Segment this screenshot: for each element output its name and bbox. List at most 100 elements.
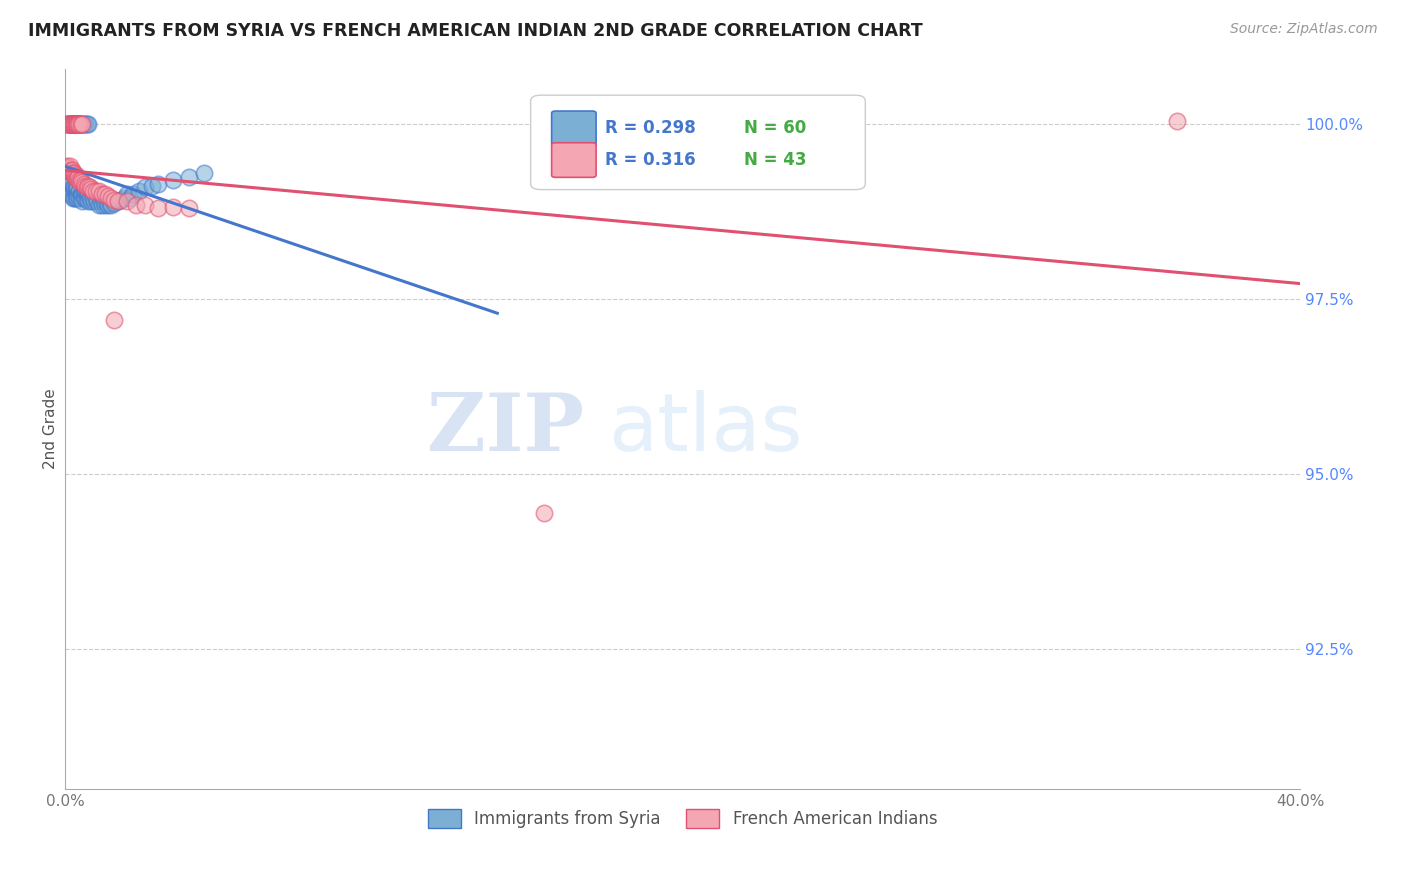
Point	[72, 177, 94, 191]
Point	[97, 189, 120, 203]
Text: atlas: atlas	[609, 390, 803, 468]
Point	[141, 179, 163, 194]
Point	[75, 118, 97, 132]
Point	[69, 187, 91, 202]
Point	[98, 195, 121, 210]
Point	[66, 118, 89, 132]
Point	[66, 169, 89, 184]
Point	[62, 118, 84, 132]
Point	[58, 161, 80, 175]
Point	[70, 175, 93, 189]
Point	[62, 118, 84, 132]
Point	[63, 184, 86, 198]
Text: N = 43: N = 43	[744, 151, 807, 169]
Point	[69, 118, 91, 132]
Point	[77, 118, 100, 132]
Point	[86, 194, 108, 209]
Point	[59, 118, 82, 132]
Point	[75, 191, 97, 205]
Point	[82, 191, 104, 205]
Point	[69, 173, 91, 187]
Point	[83, 194, 105, 209]
Point	[56, 180, 79, 194]
Point	[125, 198, 148, 212]
Point	[76, 184, 98, 198]
Point	[66, 180, 89, 194]
Point	[93, 194, 115, 209]
Point	[96, 195, 118, 210]
Point	[62, 191, 84, 205]
Point	[177, 169, 200, 184]
Point	[62, 180, 84, 194]
Point	[60, 177, 83, 191]
Point	[91, 198, 114, 212]
Point	[193, 166, 215, 180]
Point	[94, 198, 117, 212]
Point	[60, 118, 83, 132]
Point	[70, 118, 93, 132]
Point	[59, 163, 82, 178]
Point	[97, 198, 120, 212]
Point	[1166, 114, 1188, 128]
Point	[103, 313, 125, 327]
Point	[103, 195, 125, 210]
Point	[69, 118, 91, 132]
Point	[65, 184, 87, 198]
Point	[67, 118, 90, 132]
Point	[59, 187, 82, 202]
Point	[63, 191, 86, 205]
Point	[63, 118, 86, 132]
Point	[84, 191, 107, 205]
Point	[90, 194, 112, 209]
FancyBboxPatch shape	[551, 111, 596, 145]
Point	[66, 169, 89, 184]
Point	[77, 194, 100, 209]
Point	[91, 187, 114, 202]
Point	[75, 184, 97, 198]
Point	[76, 180, 98, 194]
Point	[66, 118, 89, 132]
Text: ZIP: ZIP	[427, 390, 583, 468]
Point	[69, 175, 91, 189]
Point	[80, 182, 103, 196]
Point	[65, 180, 87, 194]
Text: N = 60: N = 60	[744, 120, 807, 137]
Point	[87, 184, 110, 198]
Point	[56, 118, 79, 132]
Point	[75, 179, 97, 194]
Point	[60, 118, 83, 132]
Point	[60, 118, 83, 132]
Text: IMMIGRANTS FROM SYRIA VS FRENCH AMERICAN INDIAN 2ND GRADE CORRELATION CHART: IMMIGRANTS FROM SYRIA VS FRENCH AMERICAN…	[28, 22, 922, 40]
Point	[87, 198, 110, 212]
Point	[134, 180, 156, 194]
Point	[55, 160, 77, 174]
Text: R = 0.298: R = 0.298	[605, 120, 696, 137]
Point	[107, 194, 129, 209]
Text: R = 0.316: R = 0.316	[605, 151, 696, 169]
Point	[63, 118, 86, 132]
Point	[62, 166, 84, 180]
Point	[60, 187, 83, 202]
Point	[146, 177, 169, 191]
Point	[65, 168, 87, 182]
Point	[66, 191, 89, 205]
Point	[65, 118, 87, 132]
Point	[134, 198, 156, 212]
Point	[66, 172, 89, 186]
Point	[177, 202, 200, 216]
Point	[63, 166, 86, 180]
Point	[65, 118, 87, 132]
Point	[162, 200, 184, 214]
Point	[77, 179, 100, 194]
Point	[122, 187, 145, 202]
Point	[60, 118, 83, 132]
Point	[59, 160, 82, 174]
Point	[84, 184, 107, 198]
Point	[76, 191, 98, 205]
Point	[70, 118, 93, 132]
Point	[100, 191, 122, 205]
Point	[94, 187, 117, 202]
Point	[79, 180, 101, 194]
Point	[162, 173, 184, 187]
Point	[115, 194, 138, 209]
